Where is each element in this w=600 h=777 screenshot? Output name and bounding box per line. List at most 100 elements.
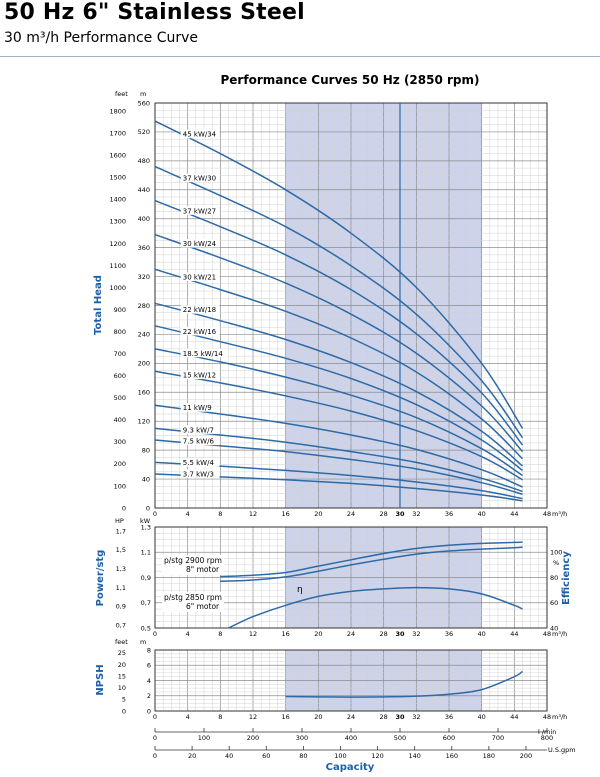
npsh-x-tick: 24 <box>347 713 355 721</box>
power-note-line: p/stg 2900 rpm <box>164 556 222 565</box>
lmin-tick: 300 <box>296 734 308 742</box>
head-curve-line <box>154 473 523 502</box>
head-ft-tick: 500 <box>114 394 126 402</box>
npsh-m-tick: 0 <box>147 707 151 715</box>
head-ft-tick: 1600 <box>109 152 126 160</box>
head-m-tick: 440 <box>138 186 150 194</box>
power-hp-tick: 1,3 <box>116 565 126 573</box>
npsh-x-tick: 36 <box>445 713 453 721</box>
head-ft-tick: 200 <box>114 460 126 468</box>
power-note-bg <box>162 592 224 612</box>
head-m-tick: 160 <box>138 389 150 397</box>
head-curve-label: 45 kW/34 <box>183 131 217 139</box>
head-ft-tick: 300 <box>114 438 126 446</box>
head-m-tick: 200 <box>138 360 150 368</box>
npsh-x-tick: 12 <box>249 713 257 721</box>
head-curve-label-bg <box>180 403 216 412</box>
power-x-tick: 16 <box>282 630 290 638</box>
head-m-tick: 240 <box>138 331 150 339</box>
head-curve-label-bg <box>180 239 220 248</box>
npsh-ft-tick: 25 <box>118 649 126 657</box>
head-curve-label: 3.7 kW/3 <box>183 470 214 478</box>
head-curve-line <box>154 199 524 446</box>
head-axis-title: Total Head <box>93 275 104 335</box>
npsh-x-tick: 30 <box>395 713 405 721</box>
head-unit-feet: feet <box>115 90 128 98</box>
head-m-tick: 560 <box>138 99 150 107</box>
head-curve-label-bg <box>180 469 220 478</box>
power-x-tick: 12 <box>249 630 257 638</box>
power-note-line: p/stg 2850 rpm <box>164 593 222 602</box>
power-x-tick: 20 <box>314 630 322 638</box>
lmin-tick: 800 <box>541 734 553 742</box>
head-m-tick: 280 <box>138 302 150 310</box>
power-note-line: 8" motor <box>186 565 220 574</box>
head-curve-label: 7.5 kW/6 <box>183 438 215 446</box>
power-panel: 0,5 0,7 0,9 1,1 1,3 0,7 0,9 1,1 1,3 1,5 1,7 40 60 80 1… <box>116 523 563 632</box>
head-ft-tick: 1800 <box>109 108 126 116</box>
power-x-tick: 0 <box>153 630 157 638</box>
head-curve-line <box>154 233 524 453</box>
npsh-m-tick: 4 <box>147 677 151 685</box>
power-hp-tick: 1,7 <box>116 527 126 535</box>
power-kw-tick: 1,3 <box>141 523 151 531</box>
power-note-bg <box>162 555 224 575</box>
npsh-unit-m: m <box>140 638 146 646</box>
gpm-tick: 20 <box>188 752 196 760</box>
gpm-tick: 120 <box>371 752 383 760</box>
head-curve-label: 37 kW/27 <box>183 207 216 215</box>
head-x-tick: 40 <box>478 510 486 518</box>
head-curve-label: 11 kW/9 <box>183 404 212 412</box>
efficiency-tick: 40 <box>550 624 558 632</box>
head-ft-tick: 1200 <box>109 240 126 248</box>
power-x-tick: 44 <box>510 630 518 638</box>
npsh-x-tick: 0 <box>153 713 157 721</box>
head-curve-line <box>154 120 524 429</box>
gpm-tick: 80 <box>299 752 307 760</box>
head-x-tick: 28 <box>380 510 388 518</box>
npsh-m-tick: 6 <box>147 662 151 670</box>
npsh-panel: 0 2 4 6 8 0 5 10 15 20 25 <box>118 646 548 715</box>
head-x-tick: 36 <box>445 510 453 518</box>
power-x-tick: 40 <box>478 630 486 638</box>
head-curve-label: 18.5 kW/14 <box>183 350 224 358</box>
head-x-tick: 16 <box>282 510 290 518</box>
lmin-tick: 500 <box>394 734 406 742</box>
power-x-tick: 30 <box>395 630 405 638</box>
npsh-ft-tick: 10 <box>118 684 126 692</box>
head-curve-line <box>154 302 523 467</box>
npsh-m-tick: 8 <box>147 646 151 654</box>
head-curve-label-bg <box>180 326 220 336</box>
head-ft-tick: 900 <box>114 306 126 314</box>
head-curve-label: 30 kW/21 <box>183 273 216 281</box>
power-hp-tick: 0,7 <box>116 622 126 630</box>
npsh-m-tick: 2 <box>147 692 151 700</box>
gpm-tick: 140 <box>408 752 420 760</box>
power-x-tick: 32 <box>412 630 420 638</box>
lmin-tick: 700 <box>492 734 504 742</box>
lmin-tick: 600 <box>443 734 455 742</box>
head-ft-tick: 400 <box>114 416 126 424</box>
npsh-x-tick: 16 <box>282 713 290 721</box>
npsh-curve-line <box>285 670 523 698</box>
head-ft-tick: 1100 <box>109 262 126 270</box>
npsh-x-tick: 4 <box>186 713 190 721</box>
gpm-tick: 180 <box>483 752 495 760</box>
power-unit-hp: HP <box>115 517 124 525</box>
head-ft-tick: 1700 <box>109 130 126 138</box>
power-x-tick: 4 <box>186 630 190 638</box>
gpm-unit: U.S.gpm <box>548 746 576 754</box>
power-x-tick: 28 <box>380 630 388 638</box>
head-curve-line <box>154 348 523 477</box>
head-m-tick: 360 <box>138 244 150 252</box>
head-x-tick: 24 <box>347 510 355 518</box>
head-curve-label-bg <box>180 173 220 183</box>
performance-chart: Performance Curves 50 Hz (2850 rpm) 0408… <box>93 73 576 773</box>
eff-unit-pct: % <box>553 559 559 567</box>
power-hp-tick: 1,1 <box>116 584 126 592</box>
head-curve-line <box>154 268 524 460</box>
head-curve-label-bg <box>180 370 220 380</box>
gpm-tick: 200 <box>520 752 532 760</box>
head-curve-label-bg <box>180 348 228 358</box>
lmin-unit: l /min <box>538 728 556 736</box>
